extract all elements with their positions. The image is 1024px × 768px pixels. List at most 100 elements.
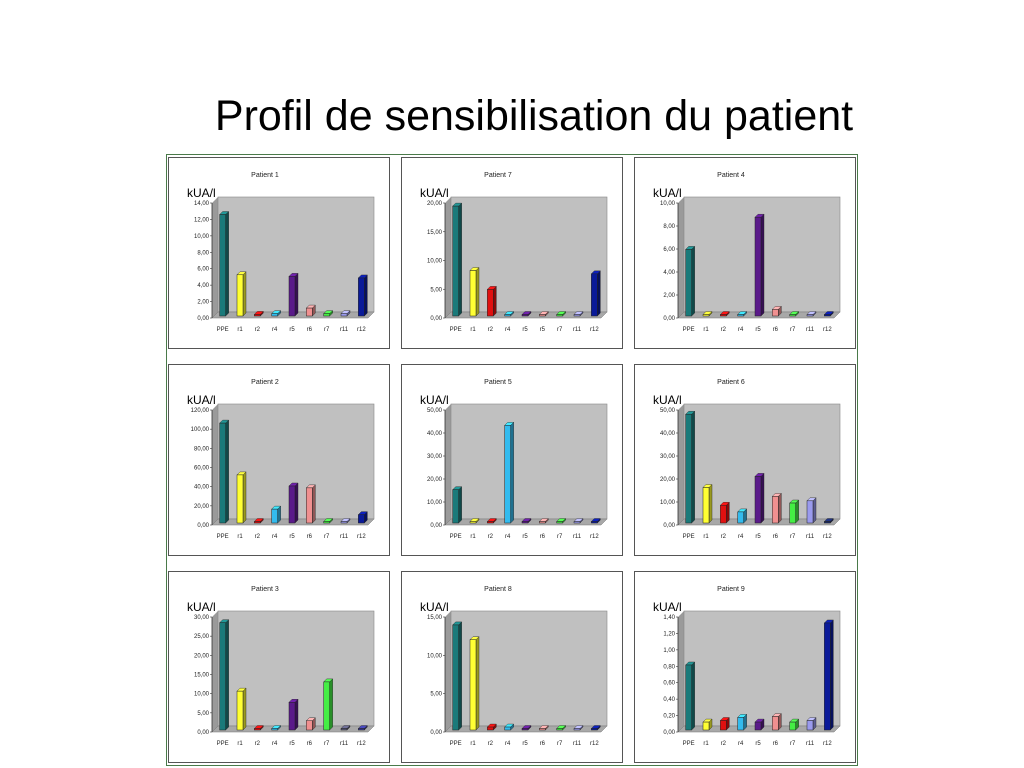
bar — [685, 410, 696, 524]
y-tick-label: 40,00 — [194, 485, 210, 491]
y-tick-label: 10,00 — [660, 201, 676, 207]
x-category-label: r11 — [806, 741, 815, 747]
x-category-label: r11 — [573, 327, 582, 333]
bar-side — [458, 486, 462, 524]
bar-side — [329, 678, 333, 731]
bar-chart: Patient 6 kUA/l50,00 40,00 30,00 20,00 10,00 0… — [653, 379, 841, 540]
y-tick-label: 6,00 — [197, 267, 209, 273]
bar — [771, 713, 782, 731]
y-tick-label: 1,40 — [663, 615, 675, 621]
bar-chart: Patient 8 kUA/l15,00 10,00 5,00 0,00 PPE r1 r2 r… — [420, 586, 608, 747]
bar — [556, 311, 567, 317]
chart-panel: Patient 1 kUA/l 14,00 12,00 10,00 8,00 6,00 4,0… — [168, 157, 390, 349]
x-category-label: r11 — [806, 534, 815, 540]
x-category-label: r11 — [573, 534, 582, 540]
bar-side — [812, 497, 817, 524]
bar — [771, 305, 782, 317]
y-tick-label: 0,60 — [663, 681, 675, 687]
x-category-label: r12 — [823, 741, 832, 747]
y-axis-unit: kUA/l — [653, 393, 682, 407]
chart-panel: Patient 4 kUA/l 10,00 8,00 6,00 4,00 2,00 0,00 P… — [634, 157, 856, 349]
y-axis-unit: kUA/l — [187, 600, 216, 614]
bar-front — [720, 720, 727, 731]
bar — [323, 310, 334, 317]
bar-front — [358, 277, 365, 317]
y-tick-label: 20,00 — [427, 477, 443, 483]
y-axis-unit: kUA/l — [420, 186, 449, 200]
bar-front — [824, 622, 831, 731]
y-tick-label: 60,00 — [194, 466, 210, 472]
x-category-label: r7 — [790, 534, 796, 540]
bar — [573, 311, 584, 317]
x-category-label: r12 — [823, 534, 832, 540]
plot-side-wall — [212, 197, 218, 318]
bar-chart: Patient 9 kUA/l1,40 1,20 1,00 0,80 0,60 0,40 0,… — [653, 586, 841, 747]
bar-side — [475, 267, 480, 317]
bar — [236, 471, 247, 524]
bar-front — [219, 422, 226, 524]
bar — [486, 723, 497, 731]
bar — [288, 698, 299, 731]
bar-front — [737, 717, 744, 731]
plot-side-wall — [445, 404, 451, 525]
bar-chart: Patient 5 kUA/l50,00 40,00 30,00 20,00 10,00 0… — [420, 379, 608, 540]
x-category-label: r2 — [721, 534, 727, 540]
bar-front — [754, 216, 762, 317]
x-category-label: r1 — [470, 534, 476, 540]
y-tick-label: 0,00 — [197, 523, 209, 529]
bar-side — [830, 619, 834, 731]
bar-front — [452, 205, 459, 317]
x-category-label: r11 — [806, 327, 815, 333]
plot-side-wall — [678, 404, 684, 525]
plot-back-wall — [450, 403, 608, 520]
chart-title: Patient 7 — [484, 172, 512, 179]
bar-side — [225, 419, 229, 524]
x-category-label: r1 — [237, 327, 243, 333]
x-category-label: r1 — [470, 327, 476, 333]
y-tick-label: 8,00 — [663, 224, 675, 230]
bar-side — [294, 272, 299, 317]
bar-front — [754, 721, 762, 731]
bar-front — [306, 487, 313, 524]
y-tick-label: 2,00 — [197, 300, 209, 306]
x-category-label: r4 — [738, 534, 744, 540]
x-category-label: r2 — [488, 741, 494, 747]
chart-panel: Patient 8 kUA/l 15,00 10,00 5,00 0,00 PPE r1 r2 r… — [401, 571, 623, 763]
bar — [789, 311, 800, 317]
bar-chart: Patient 1 kUA/l14,00 12,00 10,00 8,00 6,00 4,0… — [187, 172, 375, 333]
y-tick-label: 2,00 — [663, 293, 675, 299]
chart-title: Patient 5 — [484, 379, 512, 386]
x-category-label: r7 — [790, 741, 796, 747]
bar-front — [573, 314, 581, 317]
bar-front — [685, 249, 692, 317]
bar — [323, 518, 334, 524]
charts-grid-frame — [166, 154, 858, 766]
y-axis-unit: kUA/l — [187, 186, 216, 200]
bar — [357, 725, 368, 731]
bar-front — [306, 307, 313, 317]
bar-front — [685, 664, 692, 731]
bar-side — [225, 211, 229, 317]
x-category-label: r1 — [470, 741, 476, 747]
bar-front — [271, 728, 278, 731]
bar — [754, 472, 765, 524]
bar — [469, 518, 480, 524]
bar-front — [271, 313, 278, 317]
bar-front — [306, 720, 313, 731]
bar — [789, 499, 800, 524]
y-tick-label: 20,00 — [194, 504, 210, 510]
x-category-label: PPE — [450, 741, 462, 747]
y-tick-label: 25,00 — [194, 634, 210, 640]
bar-front — [789, 314, 796, 317]
bar — [806, 497, 817, 524]
x-category-label: PPE — [683, 327, 695, 333]
bar-side — [294, 482, 299, 524]
bar-front — [288, 485, 296, 524]
x-category-label: r7 — [324, 741, 330, 747]
bar-front — [236, 690, 244, 731]
bar-front — [487, 726, 494, 731]
bar-side — [242, 687, 247, 731]
x-category-label: r2 — [255, 741, 261, 747]
bar-front — [288, 702, 296, 731]
